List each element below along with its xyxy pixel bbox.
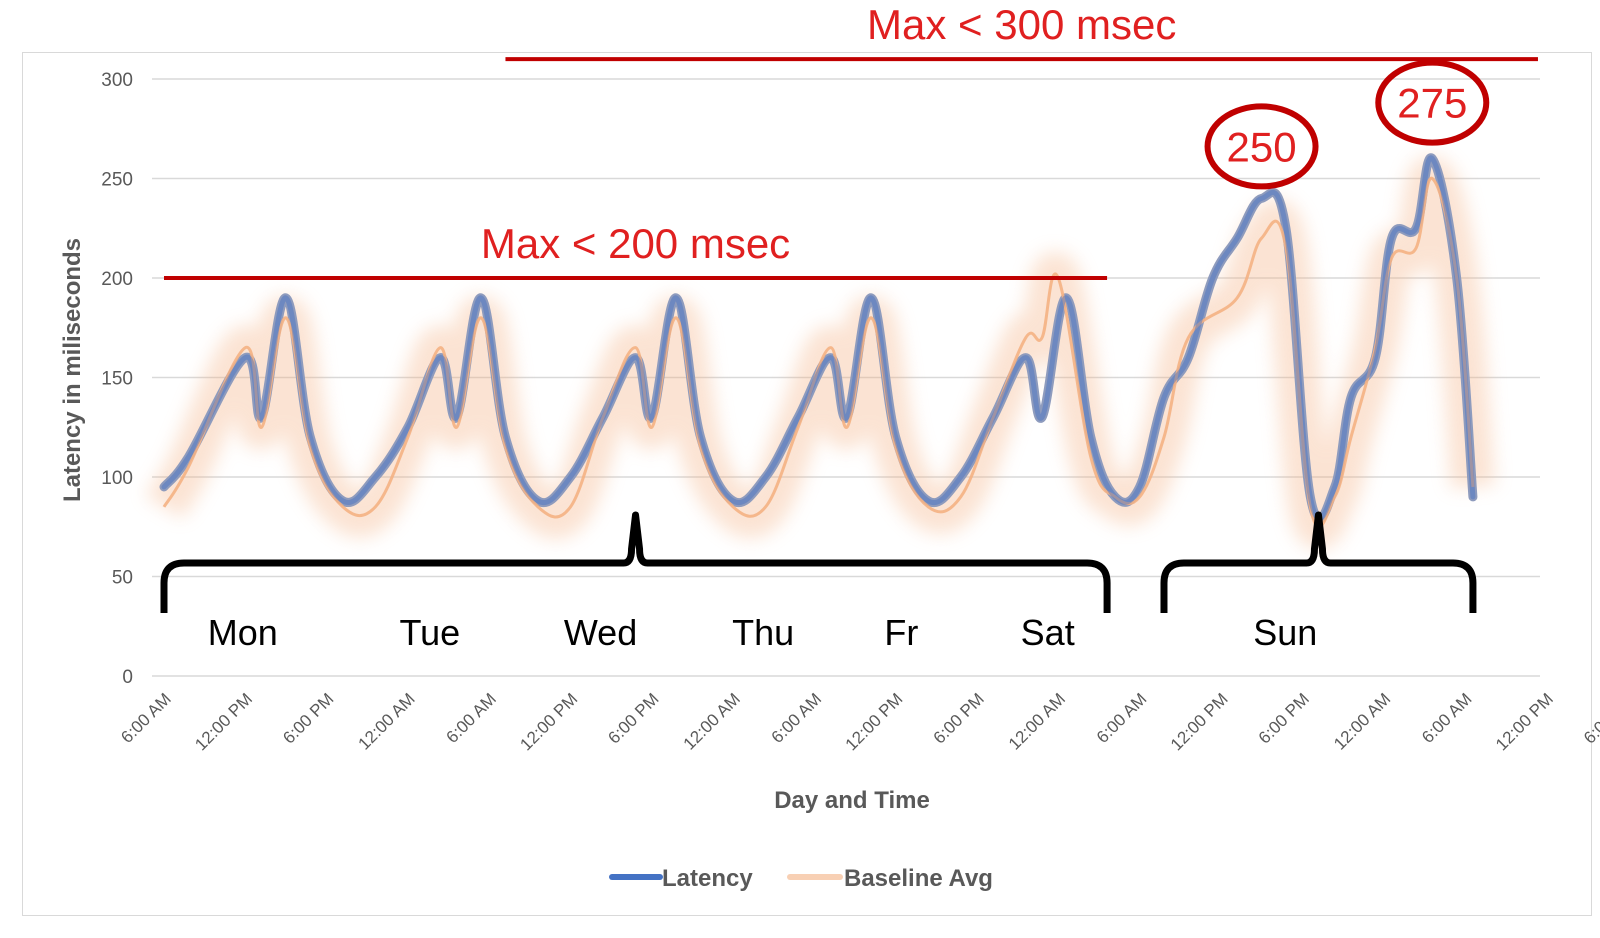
- y-tick-label: 150: [101, 369, 133, 390]
- x-tick-label: 6:00 PM: [930, 689, 988, 747]
- day-label: Sun: [1253, 612, 1317, 653]
- x-tick-label: 6:00 PM: [604, 689, 662, 747]
- annotations: Max < 200 msec Max < 300 msec 250 275 Mon Tue…: [160, 1, 1538, 653]
- x-tick-label: 12:00 AM: [1005, 689, 1069, 753]
- x-tick-label: 12:00 PM: [516, 689, 581, 754]
- y-tick-label: 100: [101, 468, 133, 489]
- threshold-label: Max < 300 msec: [867, 1, 1176, 48]
- chart-frame: [22, 52, 1592, 916]
- peak-circle: [1204, 103, 1319, 190]
- legend: Latency Baseline Avg: [609, 865, 993, 892]
- day-label: Thu: [732, 612, 794, 653]
- y-tick-label: 200: [101, 269, 133, 290]
- x-tick-label: 6:00 PM: [279, 689, 337, 747]
- day-label: Tue: [399, 612, 460, 653]
- x-tick-label: 6:00 AM: [1093, 689, 1151, 747]
- day-label: Wed: [564, 612, 637, 653]
- day-label: Sat: [1021, 612, 1075, 653]
- day-label: Mon: [208, 612, 278, 653]
- legend-baseline-label: Baseline Avg: [844, 865, 993, 892]
- x-tick-label: 6:00 AM: [1418, 689, 1476, 747]
- x-tick-label: 12:00 AM: [680, 689, 744, 753]
- x-tick-label: 12:00 PM: [191, 689, 256, 754]
- latency-line-core: [161, 155, 1476, 522]
- baseline-line: [162, 176, 1475, 529]
- peak-circle: [1375, 59, 1490, 146]
- peak-label: 250: [1227, 123, 1297, 170]
- day-label: Fr: [884, 612, 918, 653]
- x-tick-label: 6:00 AM: [442, 689, 500, 747]
- x-tick-label: 6:00 AM: [768, 689, 826, 747]
- x-axis-ticks: 6:00 AM 12:00 PM 6:00 PM 12:00 AM 6:00 AM 12:…: [117, 689, 1600, 754]
- y-axis-label: Latency in miliseconds: [59, 238, 86, 502]
- y-tick-label: 300: [101, 70, 133, 91]
- y-tick-label: 50: [112, 568, 133, 589]
- threshold-label: Max < 200 msec: [481, 220, 790, 267]
- series-lines: [145, 153, 1495, 549]
- x-tick-label: 12:00 PM: [1492, 689, 1557, 754]
- legend-latency-label: Latency: [662, 865, 753, 892]
- y-tick-label: 250: [101, 170, 133, 191]
- x-tick-label: 12:00 AM: [355, 689, 419, 753]
- day-bracket: [1160, 511, 1477, 613]
- x-tick-label: 6:00 AM: [117, 689, 175, 747]
- x-tick-label: 12:00 AM: [1330, 689, 1394, 753]
- day-bracket: [160, 511, 1111, 613]
- y-tick-label: 0: [122, 667, 133, 688]
- x-tick-label: 12:00 PM: [1167, 689, 1232, 754]
- baseline-glow: [145, 156, 1495, 549]
- y-axis-ticks: 0 50 100 150 200 250 300: [101, 70, 133, 688]
- x-axis-label: Day and Time: [774, 787, 930, 814]
- x-tick-label: 6:00 PM: [1255, 689, 1313, 747]
- x-tick-label: 12:00 PM: [842, 689, 907, 754]
- peak-label: 275: [1397, 80, 1467, 127]
- x-tick-label: 6:00 PM: [1580, 689, 1600, 747]
